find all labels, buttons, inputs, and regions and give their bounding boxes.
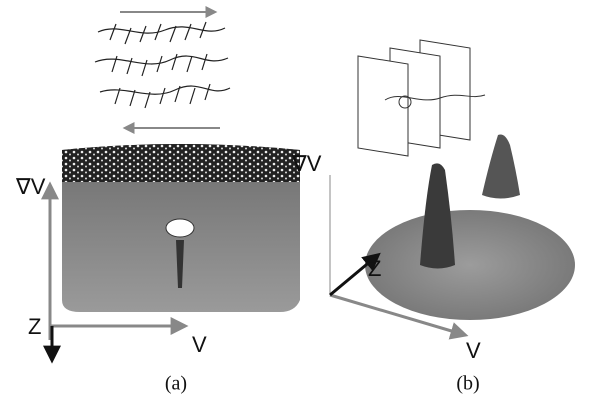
caption: (a) bbox=[165, 373, 187, 395]
panel-a: ∇V Z V (a) bbox=[15, 12, 300, 395]
panel-b: ∇V Z V (b) bbox=[291, 40, 575, 395]
axis-label: Z bbox=[28, 314, 41, 339]
axis-label: ∇V bbox=[291, 151, 322, 176]
peak bbox=[420, 163, 455, 268]
figure: ∇V Z V (a) ∇V Z V (b) bbox=[0, 0, 592, 400]
hole bbox=[166, 219, 194, 237]
caption: (b) bbox=[456, 373, 479, 395]
chain-schematic bbox=[95, 22, 230, 108]
planes bbox=[358, 40, 485, 156]
axis-label: Z bbox=[368, 256, 381, 281]
axis-label: V bbox=[192, 332, 207, 357]
peak bbox=[482, 134, 520, 198]
surface-plot bbox=[365, 210, 575, 320]
axis-label: V bbox=[466, 338, 481, 363]
axis-label: ∇V bbox=[15, 174, 46, 199]
speckled-region bbox=[62, 144, 300, 182]
